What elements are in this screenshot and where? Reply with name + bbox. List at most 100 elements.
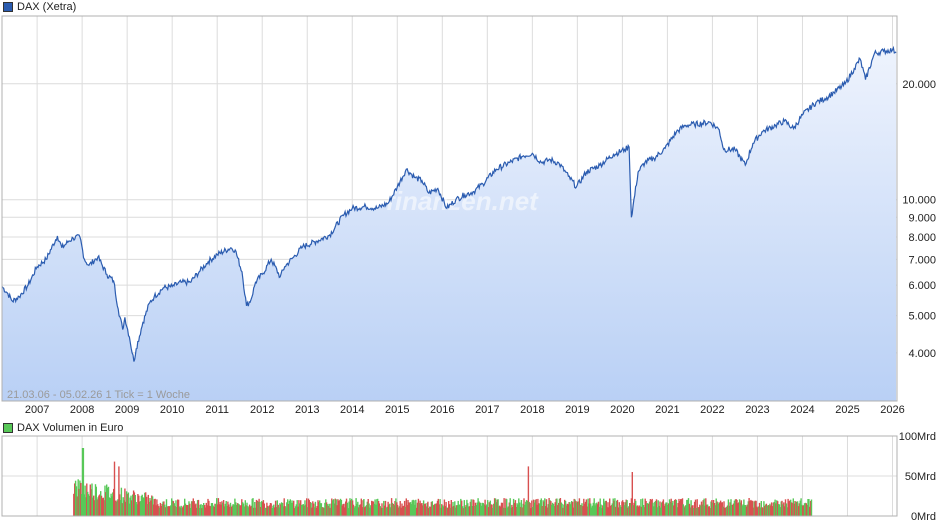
volume-bar — [785, 503, 788, 516]
x-axis-labels: 2007 2008 2009 2010 2011 2012 2013 2014 2015 2016… — [25, 404, 905, 416]
volume-bar — [223, 506, 226, 516]
volume-bar — [409, 502, 412, 516]
volume-bar — [106, 484, 108, 516]
volume-bar — [380, 507, 382, 516]
volume-bar — [418, 503, 420, 516]
volume-bar — [121, 503, 123, 516]
volume-bar — [381, 503, 383, 516]
volume-bar — [174, 506, 176, 516]
volume-bar — [129, 497, 131, 516]
volume-bar — [216, 504, 219, 516]
volume-bar — [788, 501, 790, 516]
volume-bar — [407, 500, 409, 516]
volume-bar — [287, 499, 289, 516]
volume-bar — [526, 500, 529, 516]
volume-bar — [790, 502, 793, 516]
volume-bar — [145, 492, 147, 516]
volume-bar — [515, 507, 517, 516]
volume-bar — [758, 502, 761, 516]
x-tick-label: 2024 — [790, 404, 814, 416]
volume-bar — [618, 502, 620, 516]
volume-bar — [660, 507, 662, 516]
volume-bar — [210, 503, 213, 516]
volume-bar — [651, 498, 653, 516]
volume-bar — [142, 497, 144, 516]
volume-bar — [288, 500, 291, 516]
volume-bar — [733, 500, 736, 516]
volume-bar — [465, 505, 467, 516]
volume-bar — [525, 501, 527, 516]
volume-bar — [545, 506, 547, 516]
volume-bar — [235, 502, 237, 516]
volume-bar — [138, 495, 140, 516]
volume-bar — [518, 498, 520, 516]
volume-bar — [171, 500, 174, 516]
volume-bar — [623, 505, 626, 516]
volume-bar — [206, 505, 208, 516]
volume-bar — [245, 505, 247, 516]
volume-bar — [280, 502, 283, 516]
volume-bar — [100, 495, 103, 516]
volume-bar — [673, 505, 675, 516]
volume-bar — [480, 502, 482, 516]
volume-bar — [257, 501, 259, 516]
volume-bar — [497, 499, 499, 516]
volume-bar — [211, 503, 214, 516]
volume-bar — [285, 507, 287, 516]
volume-bar — [572, 507, 575, 516]
volume-bar — [179, 507, 181, 516]
volume-bar — [169, 506, 171, 516]
volume-bar — [330, 503, 332, 516]
volume-bar — [414, 504, 416, 516]
volume-bar — [386, 506, 388, 516]
volume-bar — [293, 508, 296, 516]
volume-bar — [720, 502, 723, 516]
volume-bar — [413, 500, 415, 516]
volume-bar — [621, 501, 623, 516]
x-tick-label: 2014 — [340, 404, 364, 416]
volume-bar — [247, 506, 249, 516]
volume-bar — [533, 502, 536, 516]
volume-bar — [569, 502, 571, 516]
volume-bar — [255, 499, 258, 516]
volume-bar — [738, 499, 741, 516]
volume-bar — [677, 503, 679, 516]
volume-bar — [571, 501, 574, 516]
volume-bar — [353, 507, 355, 516]
volume-bar — [297, 506, 299, 516]
volume-bar — [325, 502, 328, 516]
volume-bar — [697, 507, 699, 516]
volume-bar — [254, 507, 257, 516]
x-tick-label: 2026 — [880, 404, 904, 416]
volume-bar — [527, 466, 530, 516]
volume-bar — [597, 501, 600, 516]
volume-bar — [99, 494, 101, 516]
volume-bar — [299, 503, 301, 516]
volume-bar — [277, 504, 279, 516]
volume-bar — [341, 505, 343, 516]
volume-bar — [331, 498, 333, 516]
volume-bar — [661, 501, 664, 516]
volume-bar — [251, 498, 253, 516]
volume-bar — [383, 500, 385, 516]
volume-bar — [636, 505, 639, 516]
volume-bar — [392, 503, 394, 516]
volume-bar — [529, 502, 531, 516]
volume-bar — [737, 503, 739, 516]
volume-bar — [87, 494, 90, 516]
volume-bar — [86, 483, 88, 516]
volume-bar — [307, 498, 310, 516]
volume-bar — [458, 504, 460, 516]
volume-bar — [437, 498, 439, 516]
volume-bar — [260, 507, 262, 516]
volume-bar — [151, 496, 154, 516]
volume-bar — [227, 501, 229, 516]
volume-bar — [610, 505, 613, 516]
volume-bar — [740, 500, 742, 516]
volume-bar — [674, 499, 677, 516]
volume-bar — [290, 502, 292, 516]
volume-bar — [616, 499, 619, 516]
volume-bar — [583, 498, 585, 516]
volume-bar — [292, 502, 294, 516]
volume-bar — [809, 506, 811, 516]
